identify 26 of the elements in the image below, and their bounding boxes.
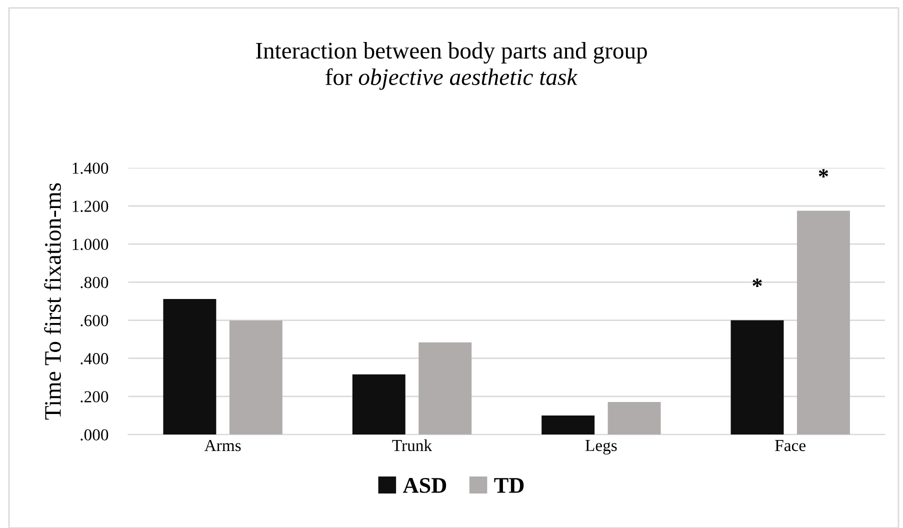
- y-axis-title: Time To first fixation-ms: [44, 183, 61, 420]
- bar: [730, 320, 784, 435]
- legend-label: TD: [494, 478, 524, 493]
- bar: [796, 210, 850, 435]
- bar: [163, 298, 216, 435]
- y-tick-label: 1.400: [72, 162, 108, 174]
- chart-title: Interaction between body parts and group for objective aesthetic task: [256, 42, 647, 90]
- annotation: *: [818, 169, 828, 178]
- bar: [229, 320, 282, 435]
- annotation: *: [752, 278, 762, 287]
- y-tick-label: .200: [80, 391, 108, 402]
- x-tick-label: Trunk: [392, 439, 432, 452]
- y-tick-label: .800: [80, 276, 108, 288]
- y-tick-label: 1.000: [72, 238, 108, 250]
- y-tick-label: 1.200: [72, 200, 108, 212]
- x-tick-label: Arms: [204, 440, 241, 452]
- bar: [418, 342, 472, 435]
- bar: [608, 402, 661, 435]
- y-tick-label: .400: [80, 353, 108, 364]
- legend-label: ASD: [402, 478, 446, 493]
- x-tick-label: Legs: [585, 440, 617, 455]
- y-tick-label: .000: [80, 429, 108, 441]
- y-tick-label: .600: [80, 314, 108, 326]
- x-tick-label: Face: [775, 440, 806, 452]
- bar: [352, 374, 406, 435]
- bar: [542, 416, 595, 435]
